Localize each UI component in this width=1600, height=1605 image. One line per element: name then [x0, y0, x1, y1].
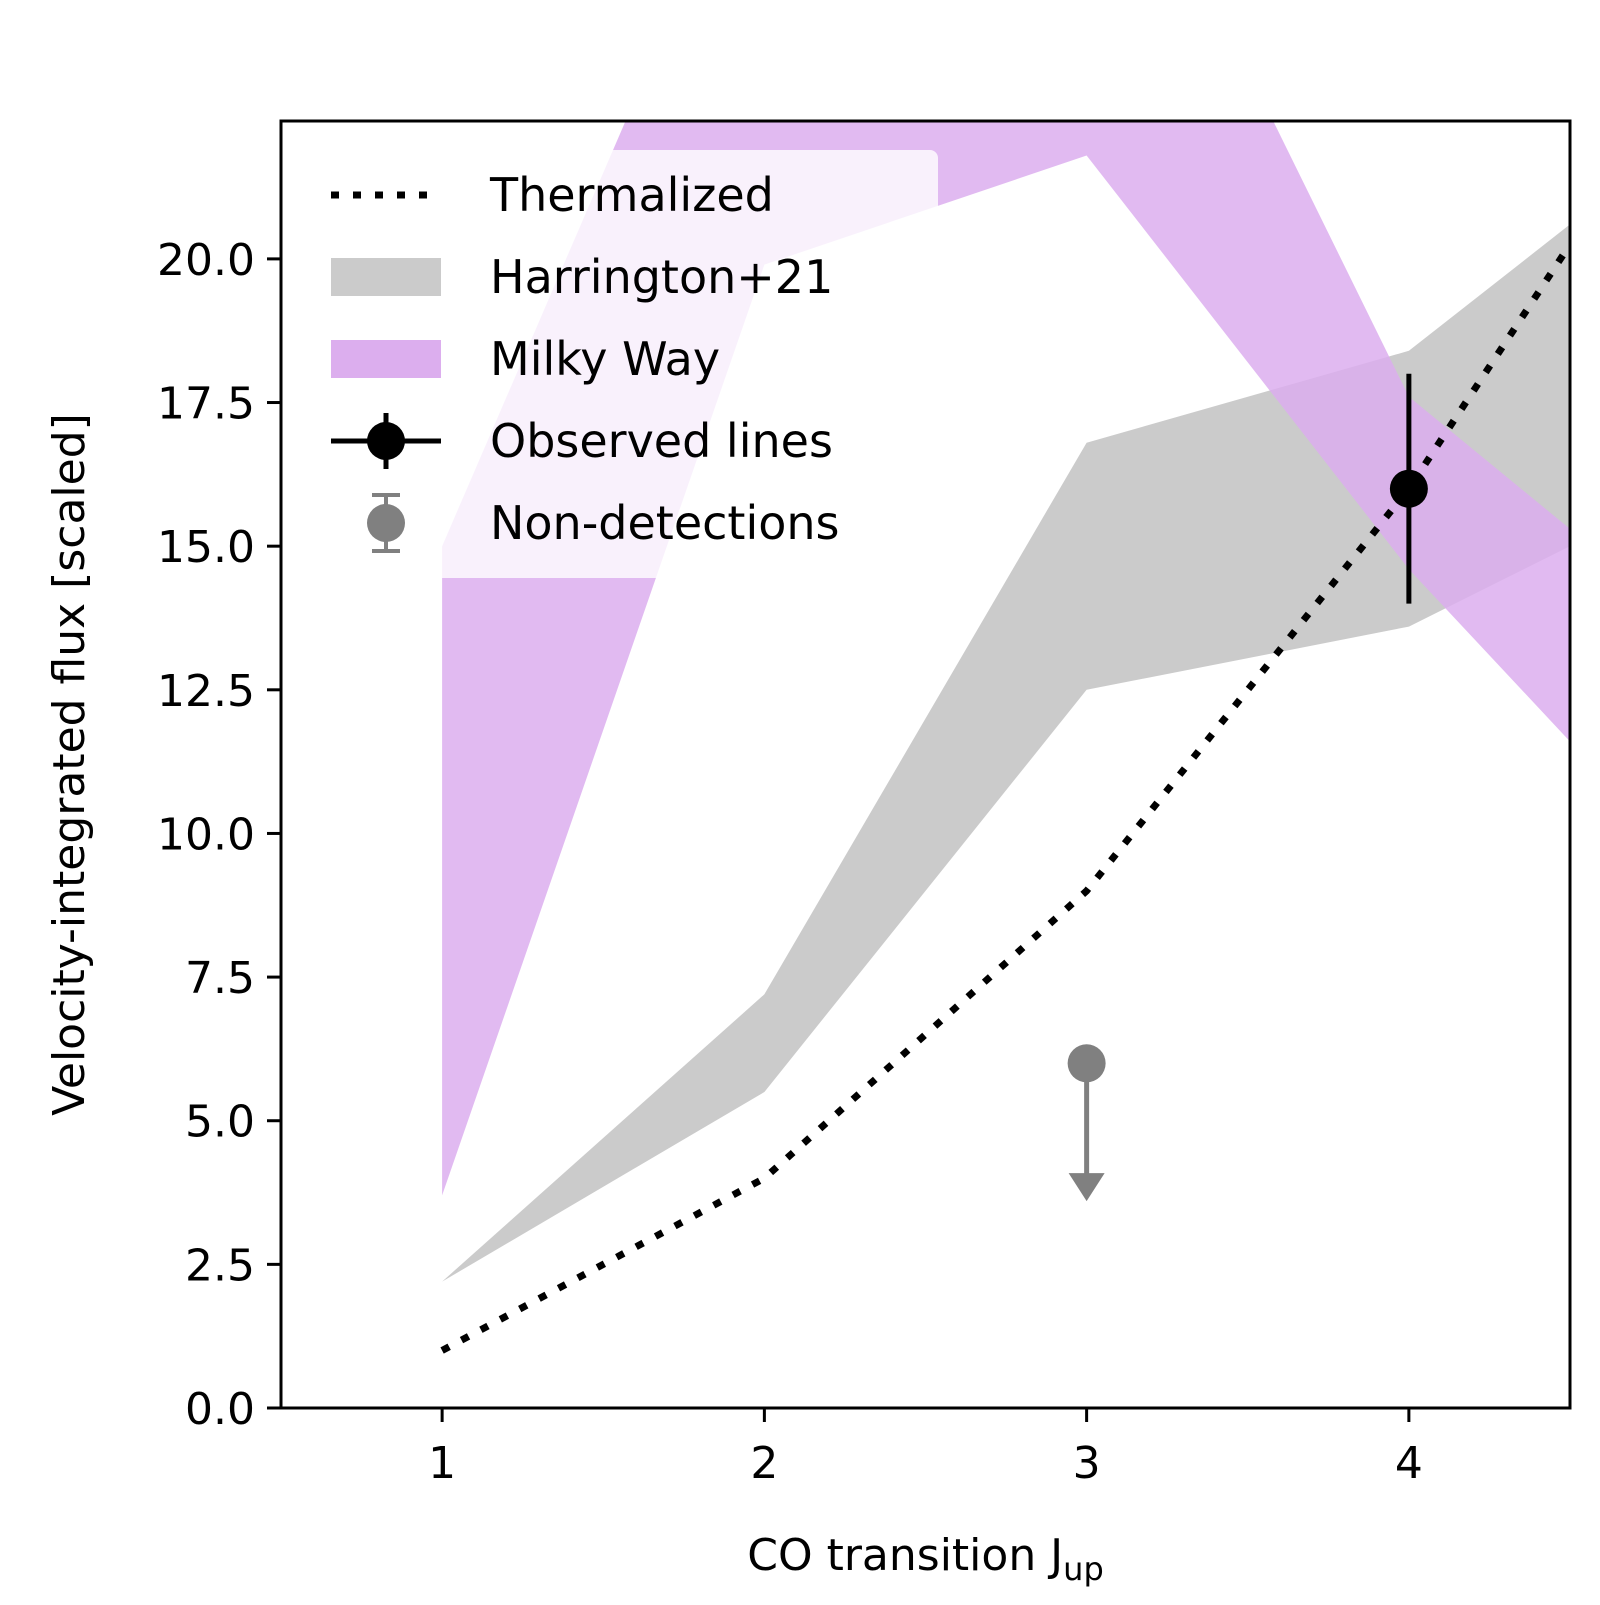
y-tick-label: 15.0 — [157, 522, 255, 573]
legend-handle-observed-point — [367, 422, 405, 460]
legend-box — [305, 150, 938, 578]
legend-label-thermalized: Thermalized — [489, 168, 774, 222]
y-tick-label: 2.5 — [185, 1240, 255, 1291]
x-axis-label: CO transition Jup — [747, 1530, 1104, 1588]
legend-handle-milky-way — [331, 340, 441, 378]
y-tick-label: 0.0 — [185, 1384, 255, 1435]
band-harrington — [442, 224, 1570, 1282]
y-tick-label: 10.0 — [157, 809, 255, 860]
legend-handle-harrington — [331, 258, 441, 296]
legend: Thermalized Harrington+21 Milky Way Observe… — [305, 150, 938, 578]
x-tick-label: 1 — [428, 1438, 456, 1489]
y-axis-label: Velocity-integrated flux [scaled] — [44, 413, 95, 1116]
plot-frame — [279, 119, 1572, 1410]
nondetection-point — [1067, 1044, 1106, 1083]
line-thermalized — [440, 242, 1570, 1354]
legend-handle-nondetection-point — [367, 504, 405, 542]
y-tick-label: 5.0 — [185, 1097, 255, 1148]
y-tick-label: 20.0 — [157, 235, 255, 286]
legend-label-milky-way: Milky Way — [490, 332, 720, 386]
x-tick-label: 2 — [750, 1438, 778, 1489]
y-tick-label: 12.5 — [157, 666, 255, 717]
y-tick-label: 17.5 — [157, 379, 255, 430]
x-tick-label: 4 — [1395, 1438, 1423, 1489]
legend-label-nondetections: Non-detections — [490, 496, 840, 550]
nondetection-arrow-head — [1068, 1173, 1105, 1202]
x-axis-label-subscript: up — [1063, 1550, 1104, 1588]
y-tick-label: 7.5 — [185, 953, 255, 1004]
axes: 1 2 3 4 0.0 2.5 5.0 7.5 10.0 12.5 15.0 17.5 20.0 CO t… — [44, 235, 1423, 1588]
band-milky-way — [442, 121, 1570, 1196]
legend-label-observed: Observed lines — [490, 414, 833, 468]
observed-point — [1389, 469, 1428, 508]
legend-label-harrington: Harrington+21 — [490, 250, 833, 304]
plot-area — [440, 121, 1570, 1354]
x-tick-label: 3 — [1073, 1438, 1101, 1489]
